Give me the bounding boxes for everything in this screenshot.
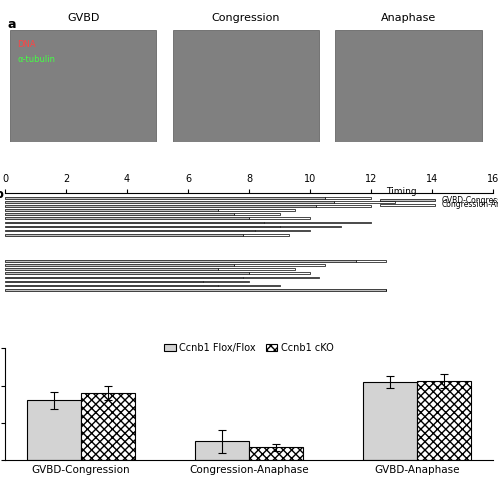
Bar [5,260,356,262]
Bar [5,218,249,219]
Bar [417,381,471,460]
Bar [5,197,325,198]
Bar [249,218,310,219]
Legend: Ccnb1 Flox/Flox, Ccnb1 cKO: Ccnb1 Flox/Flox, Ccnb1 cKO [160,338,338,356]
Bar [249,272,310,274]
FancyBboxPatch shape [172,30,319,142]
Bar [363,382,417,460]
Text: α-tubulin: α-tubulin [17,56,55,64]
Bar [279,226,341,228]
Text: Congression-Anaphase: Congression-Anaphase [441,200,498,209]
Bar [219,209,295,211]
Bar [5,268,219,270]
Bar [219,285,279,286]
Bar [5,226,279,228]
Text: Timing: Timing [386,187,417,196]
Bar [5,230,255,232]
Text: GVBD: GVBD [67,12,99,22]
Bar [5,234,243,235]
Bar [234,264,325,266]
Bar [325,197,371,198]
Text: Congression: Congression [212,12,280,22]
Bar [316,205,371,207]
Bar [219,268,295,270]
Bar [5,209,219,211]
Text: b: b [0,188,4,200]
Bar [195,442,249,460]
FancyBboxPatch shape [10,30,156,142]
Bar [5,276,243,278]
Bar [264,222,371,224]
Bar [380,200,435,201]
Bar [5,264,234,266]
Bar [5,214,234,215]
Bar [380,204,435,206]
Bar [5,205,316,207]
Bar [5,201,335,202]
Text: Anaphase: Anaphase [381,12,436,22]
Bar [5,289,386,290]
Bar [5,285,219,286]
Bar [335,201,395,202]
Bar [234,214,279,215]
FancyBboxPatch shape [335,30,482,142]
Bar [27,400,81,460]
Bar [81,393,135,460]
Bar [243,234,289,235]
Bar [255,230,310,232]
Text: GVBD-Congression: GVBD-Congression [441,196,498,204]
Text: a: a [7,18,16,30]
Bar [243,276,319,278]
Bar [249,448,303,460]
Text: DNA: DNA [17,40,36,50]
Bar [5,272,249,274]
Bar [5,222,264,224]
Bar [203,280,249,282]
Bar [356,260,386,262]
Bar [5,280,203,282]
